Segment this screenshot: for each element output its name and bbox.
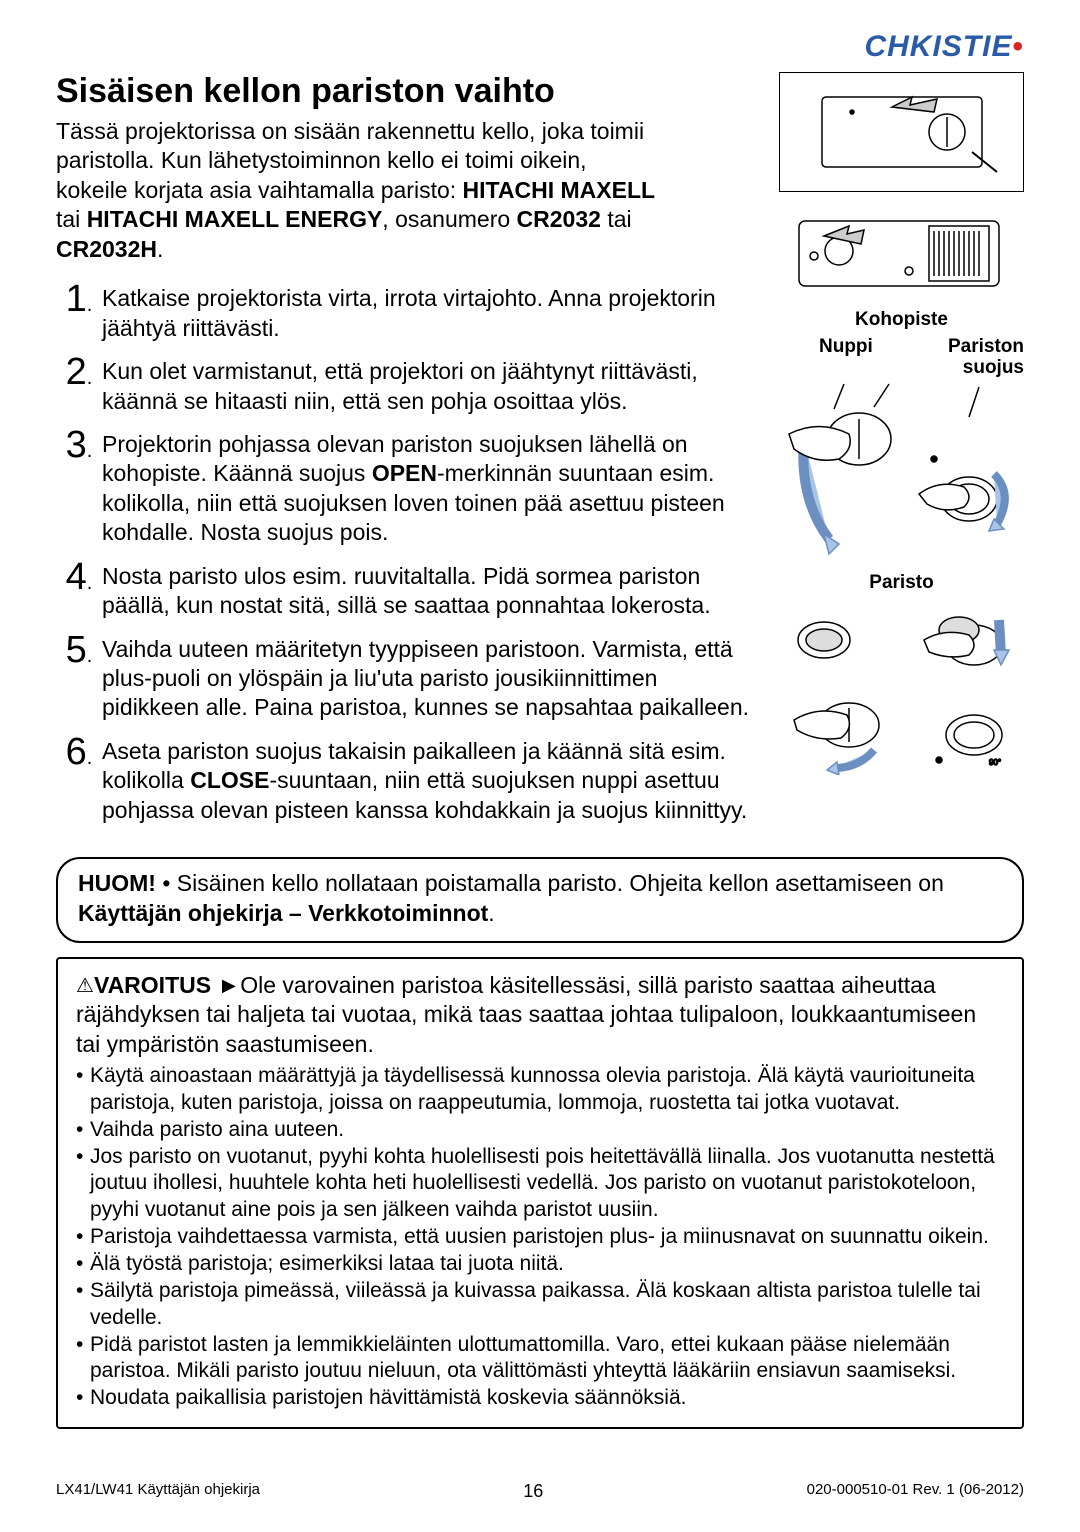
label-paristo: Paristo	[779, 573, 1024, 594]
footer-left: LX41/LW41 Käyttäjän ohjekirja	[56, 1481, 260, 1502]
warning-bullet: Käytä ainoastaan määrättyjä ja täydellis…	[76, 1063, 1004, 1116]
warning-bullet: Paristoja vaihdettaessa varmista, että u…	[76, 1224, 1004, 1250]
svg-text:90°: 90°	[989, 758, 1001, 767]
step-4: 4. Nosta paristo ulos esim. ruuvitaltall…	[56, 558, 759, 621]
warning-bullet: Pidä paristot lasten ja lemmikkieläinten…	[76, 1332, 1004, 1385]
label-kohopiste: Kohopiste	[779, 310, 1024, 331]
diagram-insert-battery: 90°	[779, 600, 1024, 775]
step-5: 5. Vaihda uuteen määritetyn tyyppiseen p…	[56, 631, 759, 723]
warning-bullet: Noudata paikallisia paristojen hävittämi…	[76, 1385, 1004, 1411]
label-nuppi: Nuppi	[819, 337, 873, 379]
warning-bullet: Vaihda paristo aina uuteen.	[76, 1117, 1004, 1143]
page-number: 16	[523, 1481, 543, 1502]
warning-bullet: Älä työstä paristoja; esimerkiksi lataa …	[76, 1251, 1004, 1277]
note-box: HUOM! • Sisäinen kello nollataan poistam…	[56, 857, 1024, 943]
steps-list: 1. Katkaise projektorista virta, irrota …	[56, 280, 759, 825]
diagram-battery-cover-closeup	[779, 72, 1024, 192]
warning-bullet: Säilytä paristoja pimeässä, viileässä ja…	[76, 1278, 1004, 1331]
step-2: 2. Kun olet varmistanut, että projektori…	[56, 353, 759, 416]
page-title: Sisäisen kellon pariston vaihto	[56, 72, 759, 111]
page-footer: LX41/LW41 Käyttäjän ohjekirja 16 020-000…	[56, 1481, 1024, 1502]
footer-right: 020-000510-01 Rev. 1 (06-2012)	[807, 1481, 1024, 1502]
brand-logo: CHKISTIE•	[864, 30, 1024, 64]
step-1: 1. Katkaise projektorista virta, irrota …	[56, 280, 759, 343]
step-6: 6. Aseta pariston suojus takaisin paikal…	[56, 733, 759, 825]
warning-icon: ⚠	[76, 974, 94, 1000]
intro-paragraph: Tässä projektorissa on sisään rakennettu…	[56, 117, 656, 264]
warning-box: ⚠VAROITUS ►Ole varovainen paristoa käsit…	[56, 957, 1024, 1429]
diagram-open-cover	[779, 379, 1024, 569]
warning-bullet: Jos paristo on vuotanut, pyyhi kohta huo…	[76, 1144, 1004, 1223]
step-3: 3. Projektorin pohjassa olevan pariston …	[56, 426, 759, 548]
diagram-projector-bottom	[779, 206, 1024, 306]
label-pariston-suojus: Pariston suojus	[944, 337, 1024, 379]
